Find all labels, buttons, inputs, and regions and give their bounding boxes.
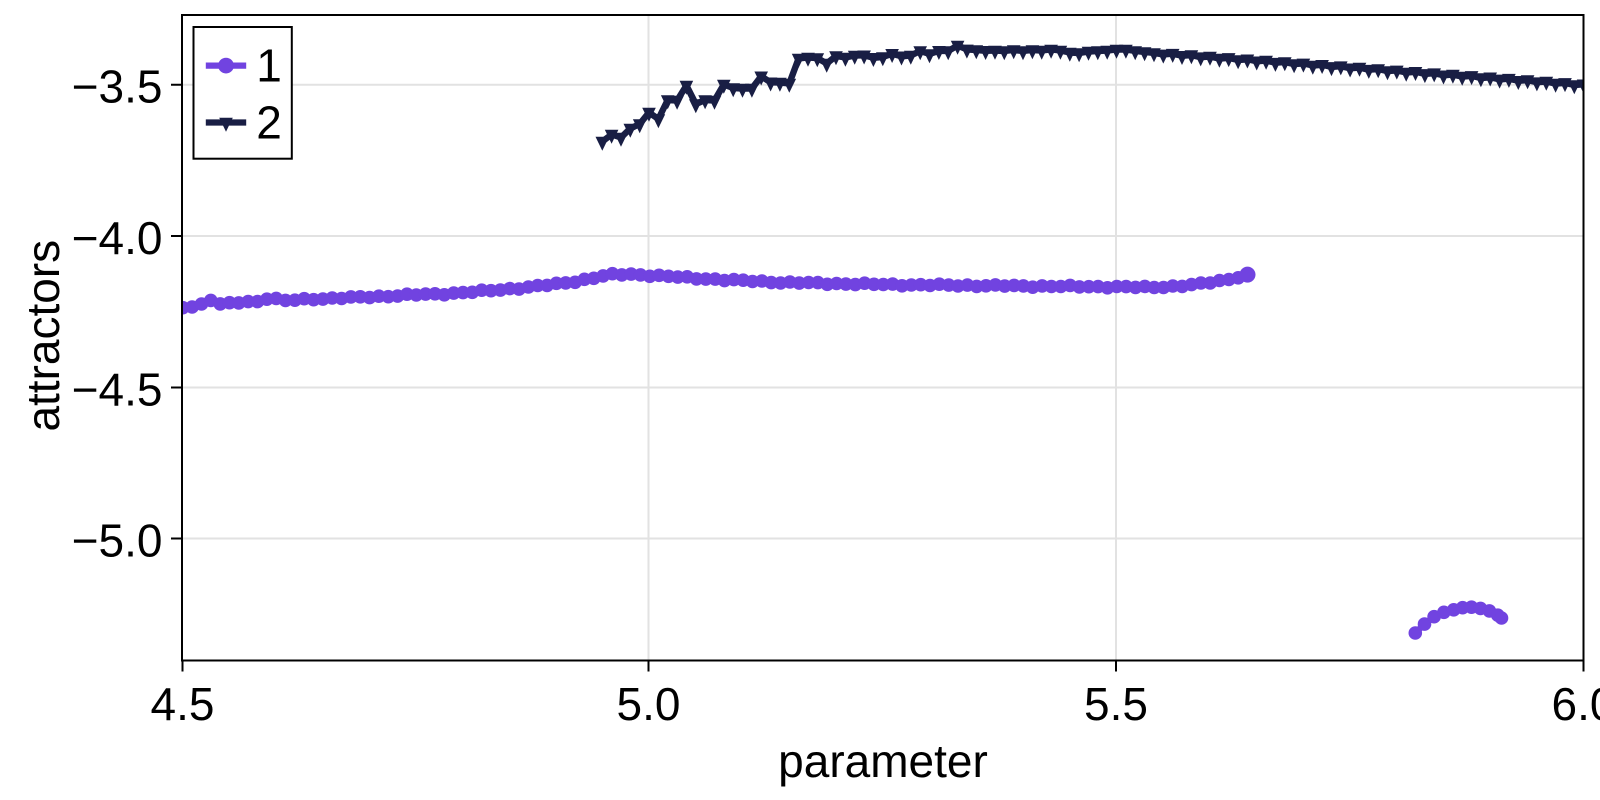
svg-text:4.5: 4.5 [151,678,215,730]
svg-text:−4.5: −4.5 [72,363,163,415]
svg-text:5.5: 5.5 [1084,678,1148,730]
svg-text:1: 1 [256,39,282,91]
svg-text:2: 2 [256,96,282,148]
svg-text:5.0: 5.0 [617,678,681,730]
svg-text:6.0: 6.0 [1552,678,1600,730]
svg-text:−5.0: −5.0 [72,514,163,566]
svg-text:parameter: parameter [778,735,988,787]
svg-text:attractors: attractors [17,240,69,432]
svg-text:−4.0: −4.0 [72,212,163,264]
svg-text:−3.5: −3.5 [72,61,163,113]
